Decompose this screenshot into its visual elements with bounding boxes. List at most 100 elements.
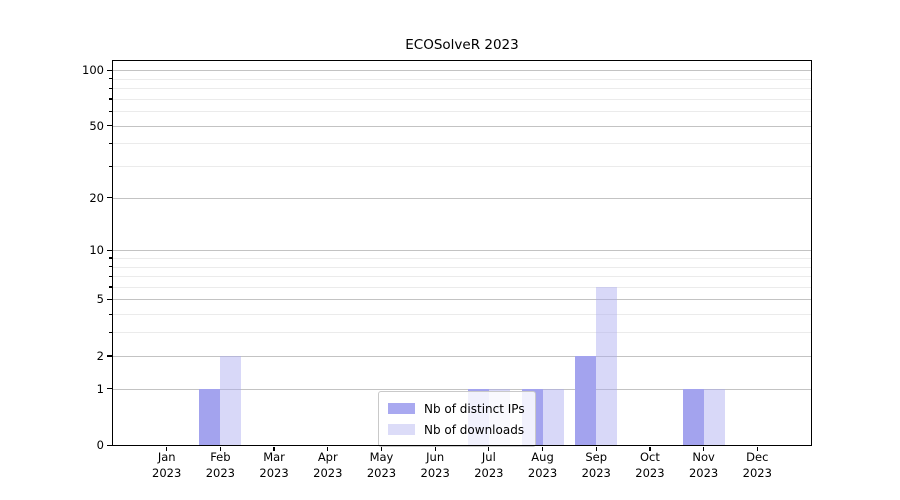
x-tick-year: 2023 bbox=[635, 465, 665, 480]
x-axis-tick bbox=[488, 446, 490, 452]
legend-entry: Nb of downloads bbox=[388, 419, 525, 440]
y-axis-minor-tick bbox=[108, 266, 112, 268]
legend-swatch bbox=[388, 403, 415, 414]
x-axis-tick bbox=[327, 446, 329, 452]
minor-gridline bbox=[113, 266, 811, 268]
x-tick-month: Feb bbox=[210, 450, 231, 464]
bar-nb-of-downloads-aug bbox=[542, 388, 564, 445]
x-axis-tick bbox=[273, 446, 275, 452]
major-gridline bbox=[113, 388, 811, 390]
bar-nb-of-downloads-feb bbox=[220, 355, 242, 445]
x-tick-year: 2023 bbox=[366, 465, 397, 480]
x-tick-label: Nov 2023 bbox=[672, 450, 736, 481]
x-tick-year: 2023 bbox=[259, 465, 289, 480]
x-axis-tick bbox=[756, 446, 758, 452]
legend-label: Nb of distinct IPs bbox=[424, 401, 525, 416]
x-tick-month: Oct bbox=[639, 450, 660, 464]
minor-gridline bbox=[113, 166, 811, 168]
y-axis-minor-tick bbox=[108, 331, 112, 334]
x-tick-month: Nov bbox=[692, 450, 715, 464]
x-tick-label: Aug 2023 bbox=[511, 450, 575, 481]
chart-title: ECOSolveR 2023 bbox=[405, 37, 519, 53]
legend-entry: Nb of distinct IPs bbox=[388, 398, 525, 419]
minor-gridline bbox=[113, 98, 811, 100]
y-axis-tick bbox=[106, 355, 112, 357]
minor-gridline bbox=[113, 257, 811, 259]
x-axis-tick bbox=[219, 446, 222, 452]
bar-nb-of-distinct-ips-nov bbox=[682, 388, 704, 445]
major-gridline bbox=[113, 299, 811, 301]
x-axis-tick bbox=[380, 446, 383, 452]
x-axis-tick bbox=[166, 446, 168, 452]
bar-nb-of-downloads-nov bbox=[703, 388, 725, 445]
legend: Nb of distinct IPs Nb of downloads bbox=[378, 391, 536, 447]
major-gridline bbox=[113, 197, 811, 199]
y-axis-minor-tick bbox=[108, 98, 112, 100]
y-axis-tick bbox=[106, 69, 112, 71]
y-axis-minor-tick bbox=[108, 165, 112, 167]
minor-gridline bbox=[113, 332, 811, 334]
y-axis-minor-tick bbox=[108, 142, 112, 145]
y-tick-label: 0 bbox=[96, 438, 104, 452]
y-axis-minor-tick bbox=[108, 110, 112, 112]
x-tick-label: Jan 2023 bbox=[135, 450, 199, 481]
y-tick-label: 20 bbox=[89, 190, 104, 205]
x-tick-label: Sep 2023 bbox=[564, 450, 628, 481]
x-tick-year: 2023 bbox=[527, 465, 558, 480]
x-tick-year: 2023 bbox=[474, 465, 504, 480]
minor-gridline bbox=[113, 276, 811, 278]
major-gridline bbox=[113, 355, 811, 357]
bar-nb-of-downloads-sep bbox=[596, 286, 618, 445]
x-tick-year: 2023 bbox=[420, 465, 450, 480]
y-axis-minor-tick bbox=[108, 87, 112, 89]
x-tick-month: May bbox=[369, 450, 394, 464]
x-tick-year: 2023 bbox=[688, 465, 719, 480]
x-tick-year: 2023 bbox=[205, 465, 236, 480]
minor-gridline bbox=[113, 88, 811, 90]
major-gridline bbox=[113, 250, 811, 252]
y-axis-tick bbox=[106, 444, 112, 446]
y-axis-minor-tick bbox=[108, 286, 112, 288]
y-axis-tick bbox=[106, 249, 112, 252]
x-tick-month: Dec bbox=[746, 450, 769, 464]
plot-area bbox=[113, 61, 811, 445]
bar-nb-of-distinct-ips-sep bbox=[575, 355, 597, 445]
y-tick-label: 100 bbox=[82, 63, 104, 78]
x-axis-tick bbox=[541, 446, 544, 452]
x-tick-label: Mar 2023 bbox=[242, 450, 306, 481]
major-gridline bbox=[113, 70, 811, 72]
y-axis-minor-tick bbox=[108, 78, 112, 80]
minor-gridline bbox=[113, 286, 811, 288]
x-tick-year: 2023 bbox=[313, 465, 343, 480]
y-tick-label: 1 bbox=[96, 381, 104, 396]
x-tick-year: 2023 bbox=[152, 465, 182, 480]
x-tick-label: May 2023 bbox=[349, 450, 413, 481]
x-axis-tick bbox=[434, 446, 436, 452]
x-axis-tick bbox=[702, 446, 705, 452]
x-tick-month: Jul bbox=[481, 450, 496, 464]
y-tick-label: 50 bbox=[89, 118, 104, 133]
x-tick-label: Jul 2023 bbox=[457, 450, 521, 481]
x-tick-year: 2023 bbox=[742, 465, 772, 480]
x-tick-label: Oct 2023 bbox=[618, 450, 682, 481]
x-tick-month: Aug bbox=[531, 450, 554, 464]
x-tick-label: Dec 2023 bbox=[725, 450, 789, 481]
y-axis-tick bbox=[106, 388, 112, 390]
x-tick-label: Feb 2023 bbox=[188, 450, 252, 481]
y-axis-tick bbox=[106, 298, 112, 301]
y-axis-minor-tick bbox=[108, 257, 112, 259]
legend-swatch bbox=[388, 424, 415, 435]
minor-gridline bbox=[113, 78, 811, 80]
legend-label: Nb of downloads bbox=[424, 422, 525, 437]
y-axis-minor-tick bbox=[108, 275, 112, 277]
y-tick-label: 2 bbox=[96, 348, 104, 363]
x-tick-month: Mar bbox=[263, 450, 285, 464]
x-tick-label: Jun 2023 bbox=[403, 450, 467, 481]
minor-gridline bbox=[113, 143, 811, 145]
y-axis-tick bbox=[106, 197, 112, 199]
bar-nb-of-distinct-ips-feb bbox=[199, 388, 221, 445]
x-tick-year: 2023 bbox=[581, 465, 611, 480]
x-tick-month: Jun bbox=[426, 450, 445, 464]
x-tick-month: Sep bbox=[585, 450, 608, 464]
